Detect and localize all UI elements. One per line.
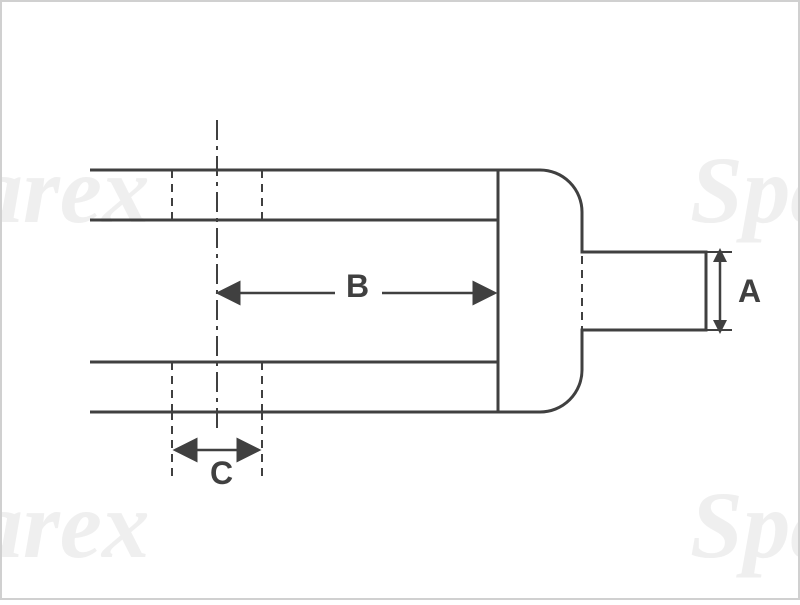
clevis-drawing: [0, 0, 800, 600]
technical-diagram: [0, 0, 800, 600]
dimension-label-c: C: [210, 455, 233, 492]
dimension-label-b: B: [346, 268, 369, 305]
fork-outline: [90, 170, 706, 412]
dimension-label-a: A: [738, 273, 761, 310]
